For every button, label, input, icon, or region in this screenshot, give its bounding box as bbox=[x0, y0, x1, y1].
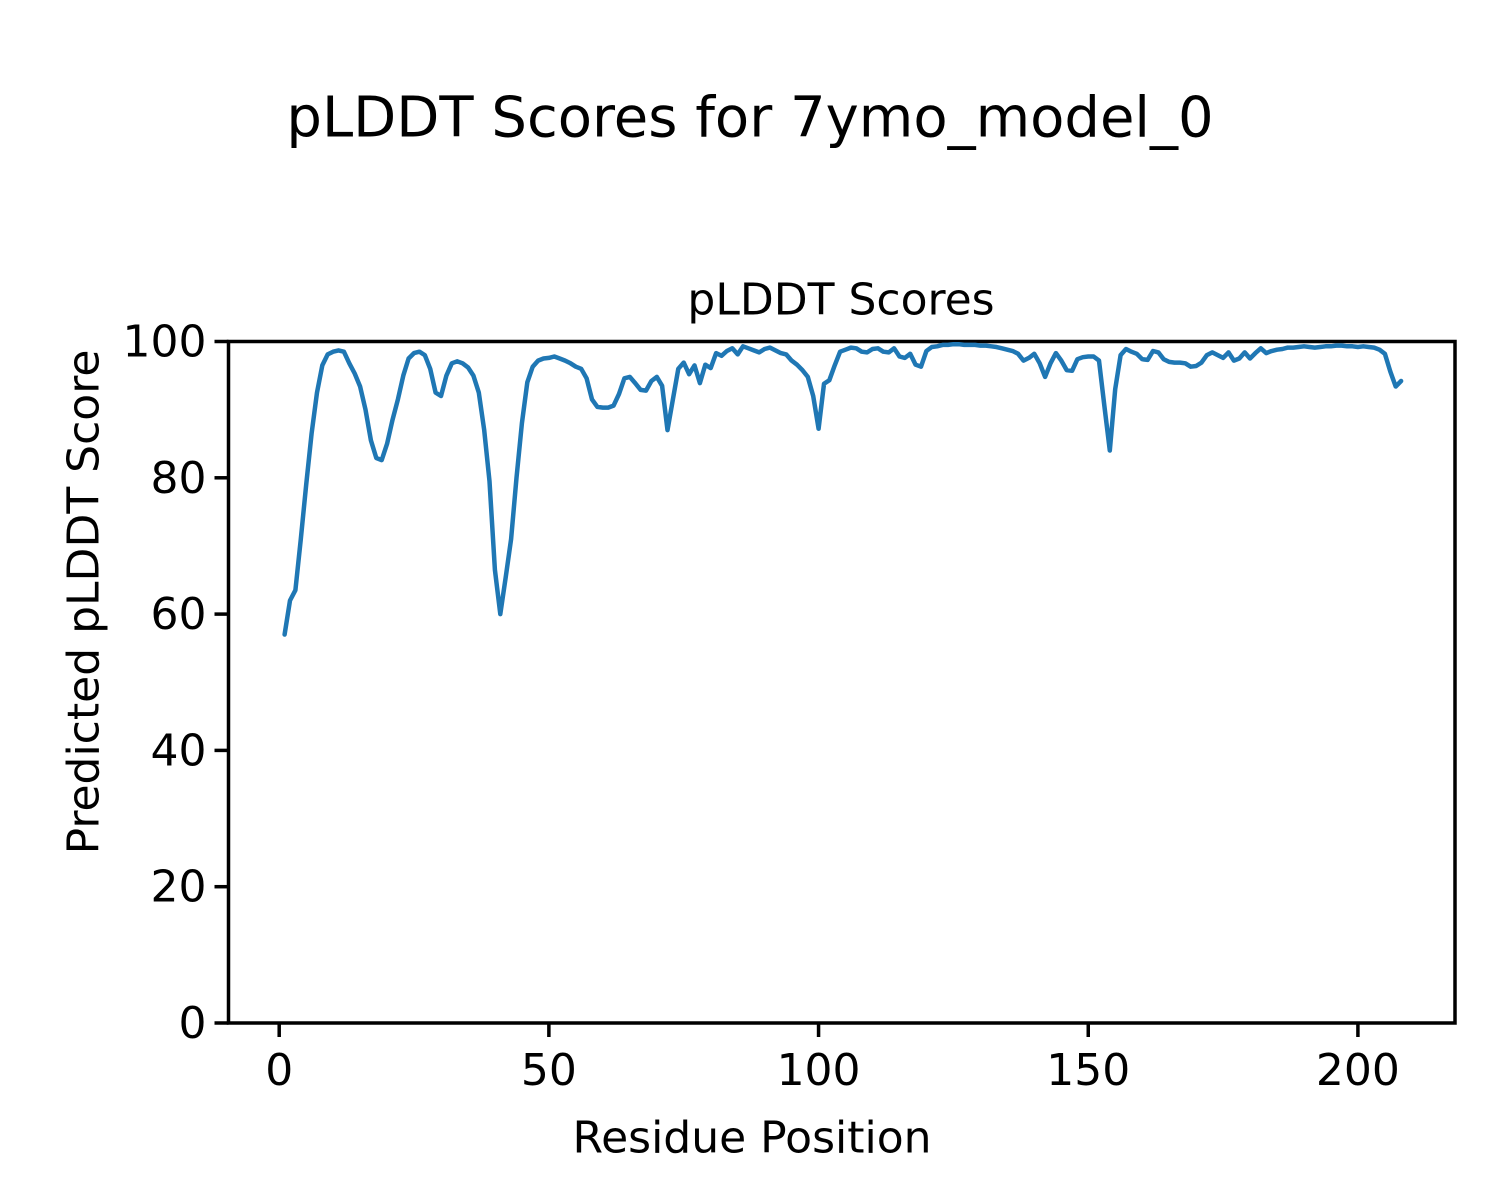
x-tick-label: 200 bbox=[1316, 1045, 1400, 1096]
y-tick-label: 60 bbox=[151, 589, 207, 640]
x-axis-label: Residue Position bbox=[572, 1112, 932, 1164]
figure-title: pLDDT Scores for 7ymo_model_0 bbox=[286, 85, 1214, 151]
axes-spines bbox=[226, 339, 1457, 1025]
x-tick-label: 0 bbox=[265, 1045, 293, 1096]
y-tick-label: 40 bbox=[151, 725, 207, 776]
y-tick-label: 0 bbox=[179, 998, 207, 1049]
y-tick-label: 100 bbox=[123, 317, 207, 368]
x-tick-label: 50 bbox=[521, 1045, 577, 1096]
x-tick-label: 100 bbox=[777, 1045, 861, 1096]
plddt-line bbox=[282, 341, 1404, 637]
x-tick-label: 150 bbox=[1046, 1045, 1130, 1096]
y-tick-label: 80 bbox=[151, 453, 207, 504]
y-tick-label: 20 bbox=[151, 862, 207, 913]
axes-title: pLDDT Scores bbox=[687, 274, 995, 326]
